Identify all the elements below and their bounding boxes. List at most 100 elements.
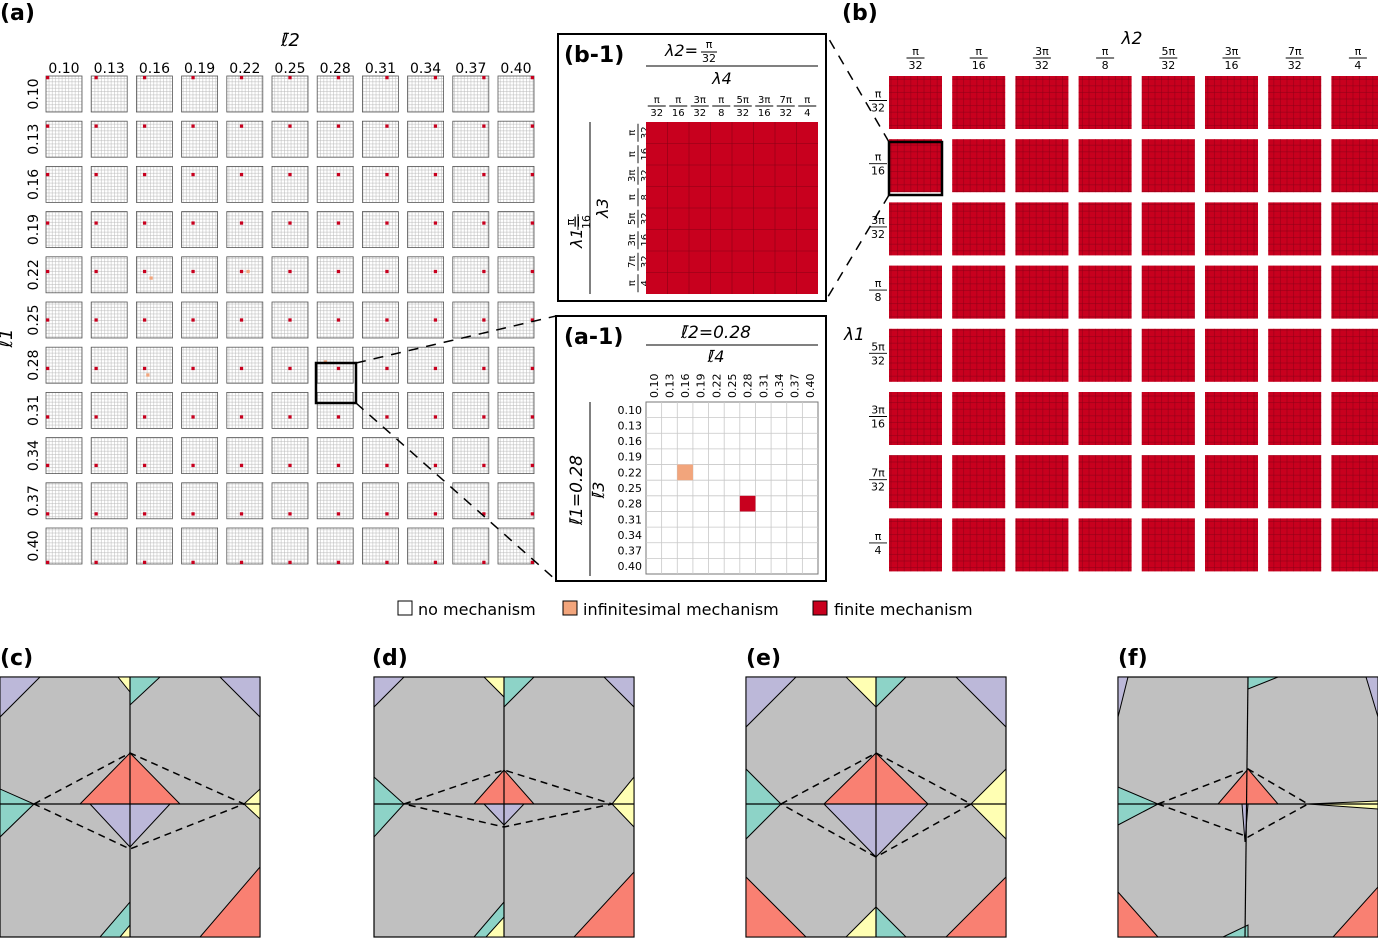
panel-a-finite-cell [482,318,486,322]
panel-a-finite-cell [482,269,486,274]
panel-a-subplot-grid-lines [181,437,218,474]
panel-a-finite-cell [385,366,389,371]
panel-a-finite-cell [336,463,341,468]
panel-a1-x-tick: 0.16 [679,374,692,399]
panel-a-finite-cell [142,172,147,177]
panel-a1-x-ticks: 0.10 0.13 0.16 0.19 0.22 0.25 0.28 0.31 0.34 0.37… [648,374,817,399]
panel-c-triangle-left-teal [0,788,35,838]
panel-a-finite-cell [288,172,292,177]
panel-a-subplot [271,346,309,384]
panel-a-subplot [45,301,83,339]
legend-swatch-none [397,600,413,616]
svg-text:λ1=: λ1= [567,215,586,249]
panel-a-subplot-grid-lines [136,347,173,384]
panel-a-subplot-grid-lines [498,256,534,293]
panel-a-subplot-frame [135,211,173,249]
panel-b-subplot-grid-lines [1078,518,1132,572]
panel-f-mechanism-path [1157,768,1310,838]
panel-a-subplot [361,256,399,294]
panel-a-finite-cell [142,221,147,225]
panel-a-subplot-grid-lines [498,166,534,203]
panel-d-triangle-right-yellow [611,775,635,829]
panel-a-label: (a) [0,1,35,26]
panel-a-subplot-frame [452,482,490,520]
panel-a-finite-cell [385,269,389,274]
panel-a-finite-cell [433,512,438,516]
panel-b-y-tick-den: 4 [875,544,882,557]
panel-a-subplot-grid-lines [136,437,173,474]
panel-a-subplot [90,391,128,429]
panel-e-triangle-tr [954,676,1007,729]
panel-a1-x-tick: 0.19 [695,374,708,399]
panel-a-subplot-grid-lines [91,256,128,293]
panel-a-finite-cell [191,318,195,322]
panel-a-subplot-frame [90,165,128,203]
panel-a-subplot-grid-lines [407,528,444,564]
panel-a-finite-cell [482,560,486,564]
panel-a-y-tick: 0.40 [26,530,42,561]
panel-b-x-tick-den: 32 [1288,59,1302,72]
panel-a-subplot-frame [181,120,219,158]
panel-b1-x-tick-num: π [804,95,810,106]
panel-a-subplot [90,165,128,203]
panel-a-y-tick: 0.34 [26,440,42,471]
panel-a-subplot-frame [452,75,490,113]
panel-a-finite-cell [336,269,341,274]
panel-b-subplot-grid-lines [1205,265,1258,319]
panel-a-finite-cell [191,463,195,468]
panel-a-finite-cell [239,512,244,516]
panel-b1-y-tick-frac-den: 4 [640,280,651,286]
panel-a-subplot-frame [45,527,83,565]
panel-a-infinitesimal-cell [149,276,153,280]
panel-a-subplot [271,256,309,294]
panel-a-finite-cell [530,318,534,322]
panel-b-subplot-grid-lines [1331,202,1378,256]
panel-b-subplot-grid-lines [1078,202,1132,256]
panel-a-finite-cell [385,76,389,80]
panel-a-subplot-grid-lines [272,528,308,564]
panel-a1-y-tick: 0.22 [618,466,643,479]
panel-a-subplot [181,75,219,113]
panel-b1-y-tick-frac: π 32 [627,123,651,142]
panel-b-subplot-grid-lines [1015,518,1069,572]
panel-a-subplot [90,482,128,520]
panel-a-subplot-frame [407,211,445,249]
panel-b-y-tick-den: 32 [871,102,885,115]
panel-a-subplot [90,75,128,113]
panel-a-subplot-frame [226,165,264,203]
panel-b1-y-tick-frac-den: 32 [640,255,651,268]
panel-a-subplot [316,301,354,339]
panel-d-triangle-br-red [572,870,635,938]
panel-b-subplot-grid-lines [1205,76,1258,129]
panel-a-subplot-frame [497,527,535,565]
panel-b1-y-tick: 7π 32 [627,252,651,271]
panel-a-subplot-grid-lines [136,166,173,203]
panel-e-tiling [745,676,1007,938]
panel-b-x-tick-num: π [1102,45,1109,58]
panel-b-subplot-grid-lines [889,202,942,256]
panel-a-subplot [226,75,264,113]
panel-a-subplot-grid-lines [226,76,263,112]
panel-a-subplot-grid-lines [498,347,534,384]
panel-a-finite-cell [385,221,389,225]
panel-b-x-tick-num: 7π [1288,45,1302,58]
panel-b1-x-tick-den: 32 [736,108,749,119]
panel-a-subplot [181,211,219,249]
panel-a-finite-cell [94,221,98,225]
panel-b1-y-tick-frac-num: 7π [627,256,638,268]
panel-a-subplot [452,165,490,203]
panel-a-subplot-frame [226,120,264,158]
panel-a-subplot-grid-lines [272,347,308,384]
panel-a1-y-tick: 0.40 [618,560,643,573]
panel-a-subplot-frame [316,482,354,520]
panel-a-subplot-grid-lines [452,211,489,248]
panel-a-finite-cell [191,560,195,564]
zoom-connector-b-top [825,33,890,143]
panel-f-triangle-bl [1222,924,1249,938]
panel-a-subplot [497,75,535,113]
panel-b-subplot-grid-lines [1141,202,1195,256]
panel-a-finite-cell [94,463,98,468]
panel-a-subplot [407,527,445,565]
